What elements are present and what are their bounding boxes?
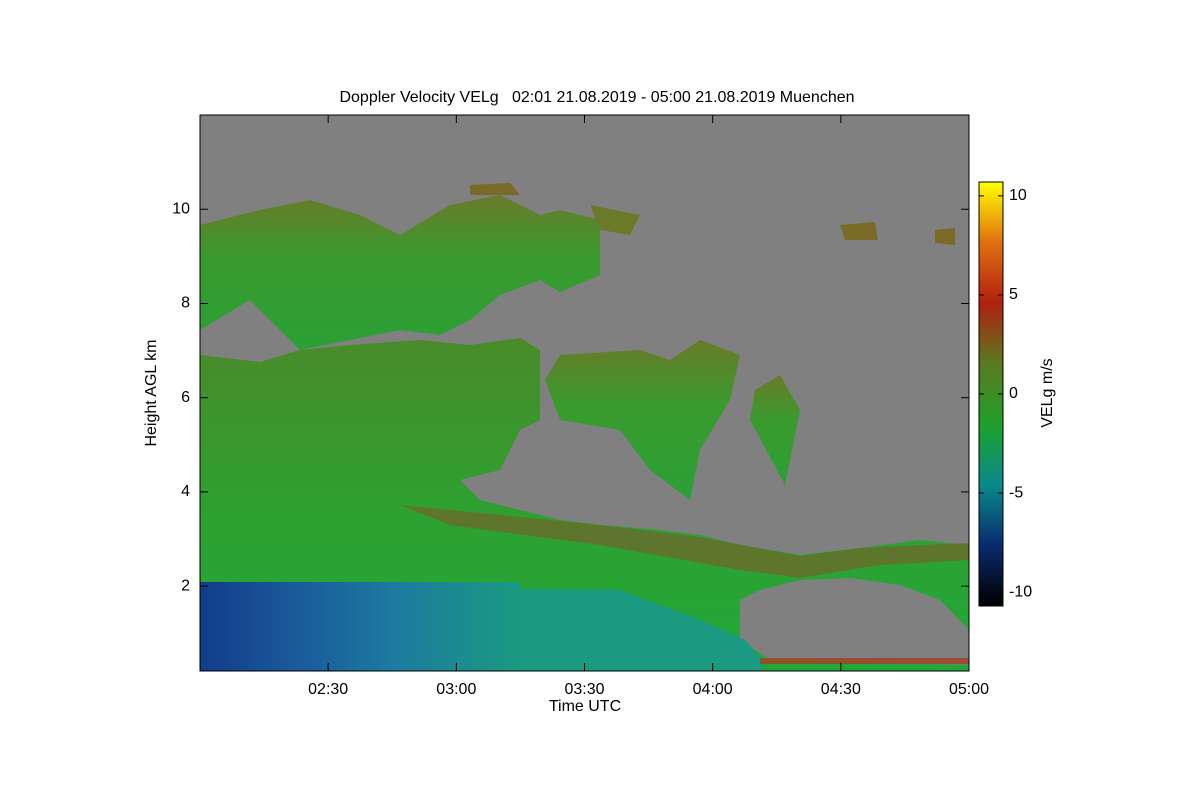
x-axis-label: Time UTC bbox=[549, 698, 621, 715]
x-tick-label: 03:30 bbox=[564, 681, 604, 698]
chart-title: Doppler Velocity VELg 02:01 21.08.2019 -… bbox=[339, 89, 854, 106]
y-tick-label: 8 bbox=[181, 295, 190, 312]
y-tick-label: 6 bbox=[181, 389, 190, 406]
colorbar-tick-label: 5 bbox=[1009, 286, 1018, 303]
x-tick-label: 04:30 bbox=[821, 681, 861, 698]
colorbar-tick-label: -10 bbox=[1009, 583, 1032, 600]
x-tick-label: 04:00 bbox=[693, 681, 733, 698]
colorbar-tick-label: 10 bbox=[1009, 187, 1027, 204]
y-tick-label: 10 bbox=[172, 200, 190, 217]
y-tick-label: 4 bbox=[181, 483, 190, 500]
heatmap-image bbox=[200, 115, 969, 671]
colorbar-label: VELg m/s bbox=[1039, 358, 1056, 427]
x-tick-label: 02:30 bbox=[308, 681, 348, 698]
x-tick-label: 05:00 bbox=[949, 681, 989, 698]
colorbar-tick-label: 0 bbox=[1009, 385, 1018, 402]
y-axis-label: Height AGL km bbox=[143, 339, 160, 446]
y-tick-label: 2 bbox=[181, 577, 190, 594]
x-tick-label: 03:00 bbox=[436, 681, 476, 698]
colorbar-tick-label: -5 bbox=[1009, 484, 1023, 501]
